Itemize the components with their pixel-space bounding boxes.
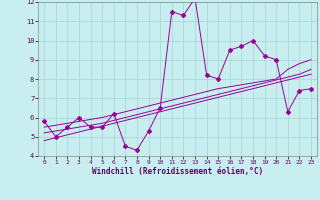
X-axis label: Windchill (Refroidissement éolien,°C): Windchill (Refroidissement éolien,°C) — [92, 167, 263, 176]
